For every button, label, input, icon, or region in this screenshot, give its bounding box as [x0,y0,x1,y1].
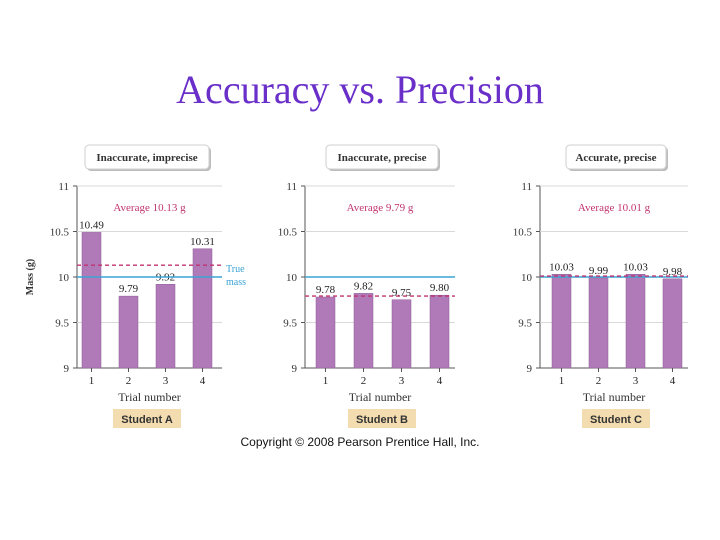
y-tick-label: 10.5 [513,227,533,239]
y-tick-label: 10 [286,272,298,284]
bar-value-label: 9.82 [354,280,373,292]
chart-title-box [565,144,667,170]
x-axis-label: Trial number [118,390,181,404]
student-label: Student C [590,414,642,426]
y-tick-label: 9 [64,363,70,375]
chart-title: Accurate, precise [575,152,656,164]
chart-title-box [325,144,439,170]
bar-value-label: 10.03 [549,261,574,273]
bar [192,248,213,369]
y-tick-label: 9.5 [283,318,297,330]
y-tick-label: 11 [521,181,532,193]
bar [551,274,572,369]
average-label: Average 10.01 g [578,202,651,214]
x-tick-label: 4 [200,375,206,387]
y-tick-label: 11 [286,181,297,193]
y-tick-label: 9 [292,363,298,375]
student-badge [113,409,181,428]
bar [625,274,646,369]
y-tick-label: 10.5 [278,227,298,239]
chart-title: Inaccurate, imprecise [96,152,197,164]
bar [155,284,176,369]
bar-value-label: 9.75 [392,287,412,299]
chart-title-box [84,144,210,170]
y-tick-label: 9.5 [518,318,532,330]
slide-title: Accuracy vs. Precision [176,67,544,112]
bar-value-label: 10.49 [79,219,104,231]
copyright-notice: Copyright © 2008 Pearson Prentice Hall, … [240,435,480,449]
bar [353,293,374,369]
x-tick-label: 1 [89,375,95,387]
x-tick-label: 2 [126,375,132,387]
bar-value-label: 9.80 [430,282,450,294]
bar-value-label: 10.03 [623,261,648,273]
x-tick-label: 1 [323,375,329,387]
y-tick-label: 9 [527,363,533,375]
x-tick-label: 1 [559,375,565,387]
true-mass-label-line1: True [226,264,245,275]
student-badge [348,409,416,428]
bar [315,296,336,369]
bar [118,295,139,369]
y-tick-label: 9.5 [55,318,69,330]
y-tick-label: 11 [58,181,69,193]
x-tick-label: 4 [670,375,676,387]
bar [81,232,102,369]
true-mass-label-line2: mass [226,277,246,288]
y-tick-label: 10 [58,272,70,284]
bar [429,294,450,369]
bar [588,277,609,369]
chart-title: Inaccurate, precise [338,152,427,164]
x-axis-label: Trial number [583,390,646,404]
x-tick-label: 2 [361,375,367,387]
bar [391,299,412,369]
y-tick-label: 10 [521,272,533,284]
x-tick-label: 3 [163,375,169,387]
bar [662,278,683,369]
x-tick-label: 2 [596,375,602,387]
bar-value-label: 9.98 [663,266,683,278]
average-label: Average 9.79 g [347,202,414,214]
y-tick-label: 10.5 [50,227,70,239]
x-tick-label: 3 [633,375,639,387]
y-axis-label: Mass (g) [25,259,36,295]
student-label: Student B [356,414,408,426]
x-tick-label: 4 [437,375,443,387]
average-label: Average 10.13 g [113,202,186,214]
bar-value-label: 10.31 [190,236,215,248]
bar-value-label: 9.78 [316,284,336,296]
bar-value-label: 9.99 [589,265,609,277]
student-label: Student A [121,414,173,426]
bar-value-label: 9.79 [119,283,139,295]
student-badge [582,409,650,428]
x-tick-label: 3 [399,375,405,387]
x-axis-label: Trial number [349,390,412,404]
